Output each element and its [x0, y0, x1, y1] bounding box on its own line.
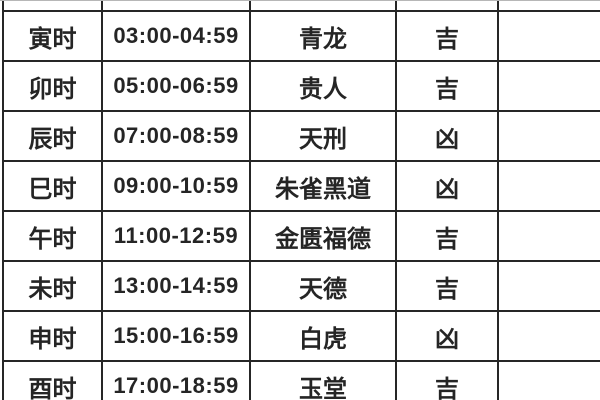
star-name-cell: 天德 [249, 260, 397, 312]
star-name-cell: 天刑 [249, 110, 397, 162]
star-name-cell: 朱雀黑道 [249, 160, 397, 212]
extra-cell [497, 160, 600, 212]
hour-name-cell: 巳时 [2, 160, 103, 212]
time-range-cell: 13:00-14:59 [101, 260, 251, 312]
luck-flag-cell: 吉 [395, 260, 499, 312]
hour-name-cell [2, 0, 103, 12]
table-row: 巳时 09:00-10:59 朱雀黑道 凶 [2, 160, 600, 212]
time-range-cell: 17:00-18:59 [101, 360, 251, 400]
table-row: 申时 15:00-16:59 白虎 凶 [2, 310, 600, 362]
star-name-cell: 金匮福德 [249, 210, 397, 262]
extra-cell [497, 360, 600, 400]
hour-name-cell: 辰时 [2, 110, 103, 162]
luck-flag-cell: 吉 [395, 360, 499, 400]
luck-flag-cell: 凶 [395, 110, 499, 162]
star-name-cell: 玉堂 [249, 360, 397, 400]
table-row: 午时 11:00-12:59 金匮福德 吉 [2, 210, 600, 262]
table-row: 辰时 07:00-08:59 天刑 凶 [2, 110, 600, 162]
table-row: 寅时 03:00-04:59 青龙 吉 [2, 10, 600, 62]
hour-name-cell: 酉时 [2, 360, 103, 400]
table-row: 卯时 05:00-06:59 贵人 吉 [2, 60, 600, 112]
time-range-cell: 03:00-04:59 [101, 10, 251, 62]
luck-flag-cell: 吉 [395, 210, 499, 262]
luck-flag-cell [395, 0, 499, 12]
time-range-cell: 09:00-10:59 [101, 160, 251, 212]
partial-top-row [2, 0, 600, 12]
extra-cell [497, 260, 600, 312]
luck-flag-cell: 吉 [395, 10, 499, 62]
extra-cell [497, 210, 600, 262]
time-range-cell: 07:00-08:59 [101, 110, 251, 162]
luck-flag-cell: 吉 [395, 60, 499, 112]
hour-name-cell: 申时 [2, 310, 103, 362]
extra-cell [497, 310, 600, 362]
star-name-cell [249, 0, 397, 12]
time-range-cell: 15:00-16:59 [101, 310, 251, 362]
hour-name-cell: 午时 [2, 210, 103, 262]
luck-flag-cell: 凶 [395, 310, 499, 362]
star-name-cell: 青龙 [249, 10, 397, 62]
luck-flag-cell: 凶 [395, 160, 499, 212]
hour-name-cell: 未时 [2, 260, 103, 312]
time-range-cell: 11:00-12:59 [101, 210, 251, 262]
star-name-cell: 贵人 [249, 60, 397, 112]
extra-cell [497, 60, 600, 112]
time-range-cell: 05:00-06:59 [101, 60, 251, 112]
extra-cell [497, 110, 600, 162]
star-name-cell: 白虎 [249, 310, 397, 362]
extra-cell [497, 10, 600, 62]
extra-cell [497, 0, 600, 12]
hour-name-cell: 寅时 [2, 10, 103, 62]
crop-top-edge-line [0, 0, 600, 1]
table-row: 未时 13:00-14:59 天德 吉 [2, 260, 600, 312]
time-range-cell [101, 0, 251, 12]
table-row: 酉时 17:00-18:59 玉堂 吉 [2, 360, 600, 400]
hour-name-cell: 卯时 [2, 60, 103, 112]
